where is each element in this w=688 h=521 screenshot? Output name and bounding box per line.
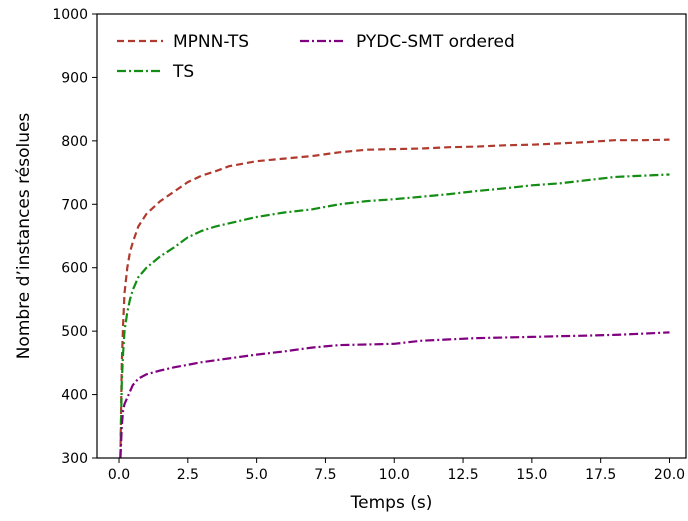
y-axis-label: Nombre d’instances résolues <box>14 113 34 360</box>
x-tick-label: 5.0 <box>246 467 268 483</box>
y-tick-label: 500 <box>61 324 88 340</box>
y-tick-label: 300 <box>61 451 88 467</box>
y-tick-label: 700 <box>61 197 88 213</box>
legend-label-0: MPNN-TS <box>173 32 249 52</box>
series-line-1 <box>119 173 670 458</box>
x-tick-label: 17.5 <box>585 467 616 483</box>
y-tick-label: 400 <box>61 388 88 404</box>
x-tick-label: 0.0 <box>108 467 130 483</box>
axes-layer: 0.0 2.5 5.0 7.5 10.0 12.5 15.0 17.5 20.0 300 400 50… <box>52 7 687 483</box>
x-axis-label: Temps (s) <box>350 493 433 513</box>
x-tick-label: 2.5 <box>177 467 199 483</box>
x-tick-label: 10.0 <box>379 467 410 483</box>
x-tick-label: 15.0 <box>516 467 547 483</box>
x-tick-label: 12.5 <box>447 467 478 483</box>
y-tick-label: 900 <box>61 70 88 86</box>
plot-frame <box>96 13 687 459</box>
series-layer <box>119 138 670 458</box>
x-tick-label: 7.5 <box>314 467 336 483</box>
legend-label-2: PYDC-SMT ordered <box>356 32 515 52</box>
x-tick-label: 20.0 <box>654 467 685 483</box>
y-tick-label: 1000 <box>52 7 88 23</box>
y-tick-label: 800 <box>61 134 88 150</box>
legend: MPNN-TS TS PYDC-SMT ordered <box>117 32 515 82</box>
legend-label-1: TS <box>172 62 194 82</box>
y-tick-label: 600 <box>61 261 88 277</box>
